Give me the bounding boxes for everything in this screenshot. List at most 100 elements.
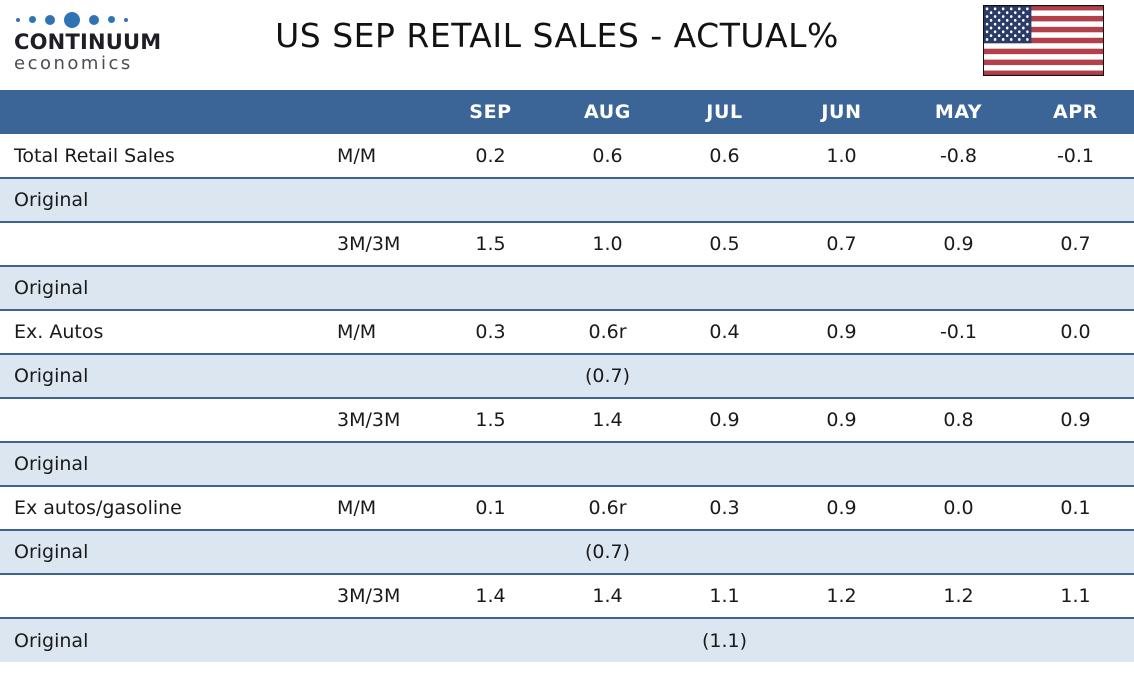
cell-value [549,617,666,662]
cell-value [900,529,1017,575]
row-period: 3M/3M [320,398,432,442]
row-period [320,441,432,487]
row-label [0,222,320,266]
column-header-label [0,90,320,134]
column-header-sep: SEP [432,90,549,134]
cell-value [666,441,783,487]
column-header-apr: APR [1017,90,1134,134]
cell-value: 1.4 [549,574,666,618]
table-row-original: Original (0.7) [0,353,1134,399]
row-label: Original [0,177,320,223]
cell-value [666,353,783,399]
cell-value [900,441,1017,487]
cell-value: -0.1 [1017,134,1134,178]
row-period: M/M [320,310,432,354]
cell-value: 1.1 [666,574,783,618]
logo-dot [64,11,80,28]
table-row: Total Retail Sales M/M 0.2 0.6 0.6 1.0 -… [0,134,1134,178]
column-header-period [320,90,432,134]
cell-value [783,353,900,399]
table-row: 3M/3M 1.4 1.4 1.1 1.2 1.2 1.1 [0,574,1134,618]
cell-value: 0.9 [1017,398,1134,442]
cell-value [900,265,1017,311]
column-header-jun: JUN [783,90,900,134]
cell-value: 1.4 [432,574,549,618]
cell-value [1017,265,1134,311]
cell-value: 0.9 [783,310,900,354]
cell-value: 1.0 [783,134,900,178]
table-row-original: Original (0.7) [0,529,1134,575]
cell-value [432,617,549,662]
cell-value: 0.4 [666,310,783,354]
cell-value: 0.0 [900,486,1017,530]
continuum-dots-logo [16,11,128,28]
row-label: Total Retail Sales [0,134,320,178]
retail-sales-table: SEP AUG JUL JUN MAY APR Total Retail Sal… [0,90,1134,662]
row-label: Original [0,353,320,399]
cell-value: 0.7 [1017,222,1134,266]
cell-value: 0.6r [549,310,666,354]
cell-value: 1.2 [900,574,1017,618]
cell-value: 1.5 [432,222,549,266]
row-period: 3M/3M [320,222,432,266]
cell-value: 0.1 [1017,486,1134,530]
cell-value: 0.1 [432,486,549,530]
cell-value: 0.8 [900,398,1017,442]
cell-value [1017,353,1134,399]
continuum-economics-logo: CONTINUUM economics [14,11,161,75]
cell-value [549,177,666,223]
cell-value: 0.2 [432,134,549,178]
cell-value: 0.9 [900,222,1017,266]
cell-value [432,441,549,487]
row-period [320,177,432,223]
cell-value: 0.6 [549,134,666,178]
cell-value: 1.5 [432,398,549,442]
logo-dot [108,16,115,23]
table-row: 3M/3M 1.5 1.4 0.9 0.9 0.8 0.9 [0,398,1134,442]
row-label: Ex. Autos [0,310,320,354]
cell-value [783,529,900,575]
table-row-original: Original [0,177,1134,223]
row-label [0,398,320,442]
cell-value [549,265,666,311]
cell-value: -0.1 [900,310,1017,354]
cell-value: 0.9 [666,398,783,442]
logo-dot [29,16,36,23]
row-period: M/M [320,134,432,178]
cell-value [432,265,549,311]
column-header-may: MAY [900,90,1017,134]
table-row-original: Original [0,441,1134,487]
row-period [320,265,432,311]
cell-value [1017,529,1134,575]
cell-value [900,617,1017,662]
logo-dot [45,14,55,25]
logo-dot [16,17,20,22]
cell-value [432,529,549,575]
logo-dot [124,17,128,22]
column-header-aug: AUG [549,90,666,134]
cell-value [900,177,1017,223]
cell-value [666,177,783,223]
logo-dot [89,14,99,25]
row-label [0,574,320,618]
table-row: Ex autos/gasoline M/M 0.1 0.6r 0.3 0.9 0… [0,486,1134,530]
cell-value [900,353,1017,399]
cell-value [666,529,783,575]
cell-value: -0.8 [900,134,1017,178]
column-header-jul: JUL [666,90,783,134]
cell-value: 1.0 [549,222,666,266]
cell-value: 0.0 [1017,310,1134,354]
table-header-row: SEP AUG JUL JUN MAY APR [0,90,1134,134]
row-period: M/M [320,486,432,530]
us-flag-icon [983,5,1104,76]
cell-value: 0.7 [783,222,900,266]
row-period: 3M/3M [320,574,432,618]
row-label: Original [0,441,320,487]
table-row-original: Original (1.1) [0,617,1134,662]
row-label: Ex autos/gasoline [0,486,320,530]
cell-value: 0.6 [666,134,783,178]
page-title: US SEP RETAIL SALES - ACTUAL% [275,16,839,55]
row-period [320,353,432,399]
cell-value [432,353,549,399]
